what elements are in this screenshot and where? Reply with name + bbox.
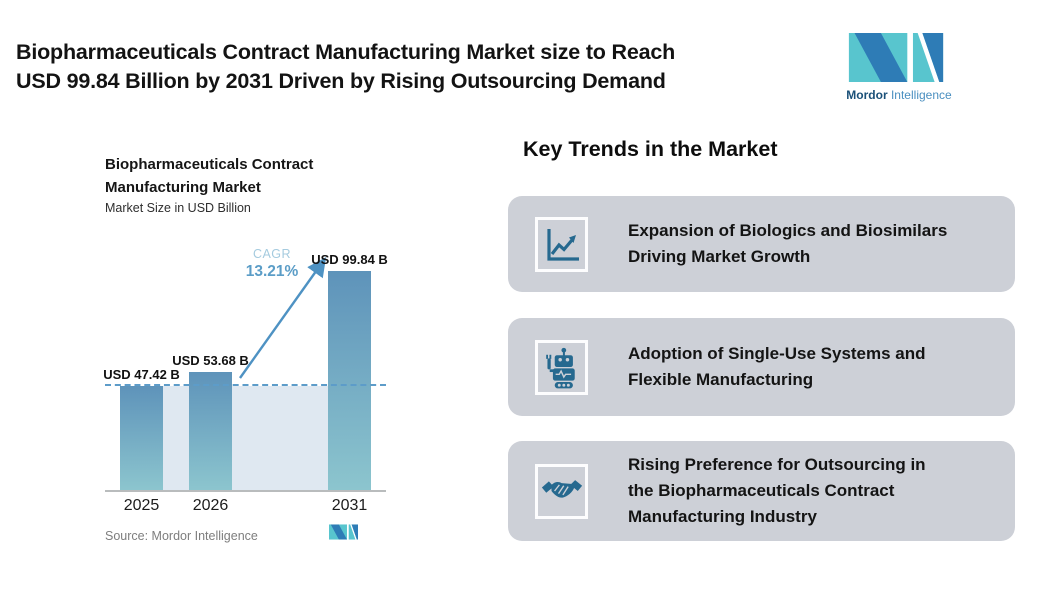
- page-title: Biopharmaceuticals Contract Manufacturin…: [16, 38, 675, 96]
- bar-value-label: USD 47.42 B: [103, 367, 180, 382]
- bar-value-label: USD 53.68 B: [172, 353, 249, 368]
- trend-card-text: Rising Preference for Outsourcing in the…: [628, 455, 926, 526]
- mini-logo-mark-icon: [329, 524, 358, 545]
- brand-wordmark: Mordor Intelligence: [843, 88, 955, 102]
- line-chart-icon: [546, 229, 579, 261]
- x-tick-2025: 2025: [123, 497, 160, 514]
- trend-card-text: Expansion of Biologics and Biosimilars D…: [628, 221, 948, 266]
- brand-word-secondary: Intelligence: [890, 88, 952, 102]
- trend-card-single-use: Adoption of Single-Use Systems and Flexi…: [508, 318, 1015, 416]
- bar-value-label: USD 99.84 B: [311, 252, 388, 267]
- cagr-value: 13.21%: [245, 263, 299, 280]
- chart-title-line1: Biopharmaceuticals Contract: [105, 156, 314, 173]
- bar-2025: [120, 386, 163, 490]
- chart-subtitle: Market Size in USD Billion: [105, 201, 251, 215]
- page-title-line2: USD 99.84 Billion by 2031 Driven by Risi…: [16, 69, 666, 93]
- x-tick-2031: 2031: [331, 497, 368, 514]
- bar-2026: [189, 372, 232, 490]
- bar-2031: [328, 271, 371, 490]
- dashed-reference-line: [105, 384, 386, 386]
- x-axis-line: [105, 490, 386, 492]
- handshake-icon: [541, 480, 582, 498]
- trend-card-text: Adoption of Single-Use Systems and Flexi…: [628, 344, 926, 389]
- trend-card-icon-box: [535, 216, 588, 272]
- chart-backdrop: [120, 386, 371, 490]
- trend-card-icon-box: [535, 339, 588, 395]
- source-note: Source: Mordor Intelligence: [105, 529, 258, 543]
- page-title-line1: Biopharmaceuticals Contract Manufacturin…: [16, 40, 676, 64]
- robot-icon: [545, 347, 575, 388]
- x-tick-2026: 2026: [192, 497, 229, 514]
- cagr-label: CAGR: [252, 247, 292, 261]
- chart-title-line2: Manufacturing Market: [105, 179, 261, 196]
- mordor-logo-mark-icon: [848, 33, 944, 82]
- brand-logo: [846, 33, 966, 87]
- cagr-annotation: CAGR 13.21%: [232, 247, 312, 281]
- brand-word-primary: Mordor: [846, 88, 888, 102]
- trend-card-outsourcing: Rising Preference for Outsourcing in the…: [508, 441, 1015, 541]
- trend-card-biologics: Expansion of Biologics and Biosimilars D…: [508, 196, 1015, 292]
- trends-heading: Key Trends in the Market: [523, 137, 778, 161]
- chart-title: Biopharmaceuticals Contract Manufacturin…: [105, 153, 313, 199]
- trend-card-icon-box: [535, 463, 588, 519]
